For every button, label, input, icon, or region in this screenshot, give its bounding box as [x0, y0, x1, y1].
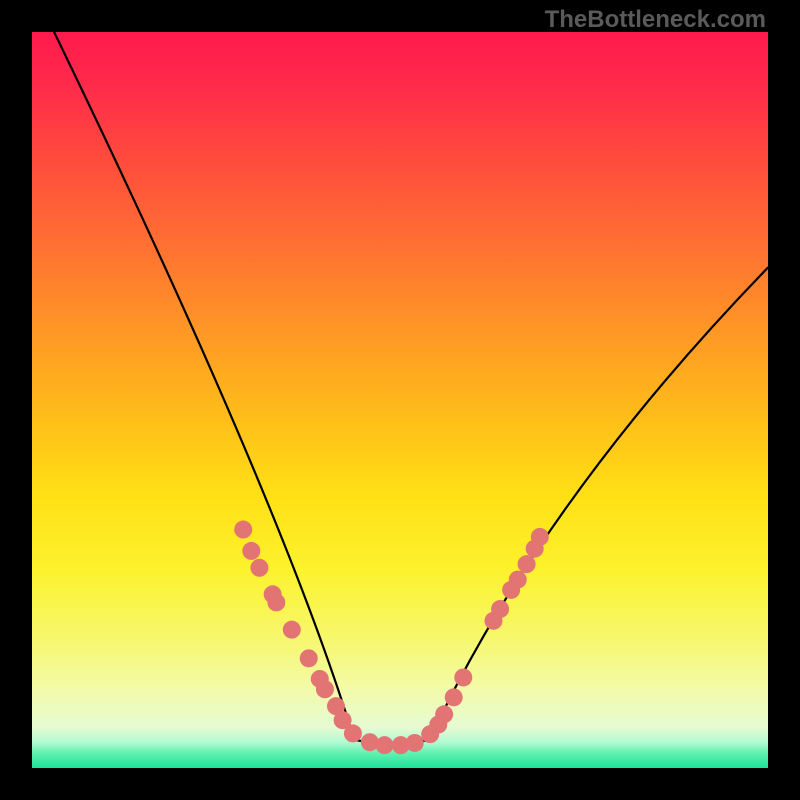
watermark-text: TheBottleneck.com — [545, 6, 766, 34]
scatter-dot — [316, 680, 334, 698]
scatter-dot — [454, 668, 472, 686]
scatter-dot — [406, 734, 424, 752]
scatter-dot — [531, 528, 549, 546]
scatter-dot — [491, 600, 509, 618]
scatter-dot — [283, 621, 301, 639]
scatter-dot — [242, 542, 260, 560]
scatter-dot — [509, 571, 527, 589]
scatter-dot — [234, 521, 252, 539]
scatter-dot — [267, 593, 285, 611]
scatter-dot — [250, 559, 268, 577]
scatter-dot — [518, 555, 536, 573]
scatter-dot — [300, 649, 318, 667]
scatter-dot — [344, 724, 362, 742]
scatter-dot — [435, 705, 453, 723]
chart-stage: TheBottleneck.com — [0, 0, 800, 800]
plot-background — [32, 32, 768, 768]
scatter-dot — [376, 736, 394, 754]
scatter-dot — [445, 688, 463, 706]
bottleneck-chart — [32, 32, 768, 768]
